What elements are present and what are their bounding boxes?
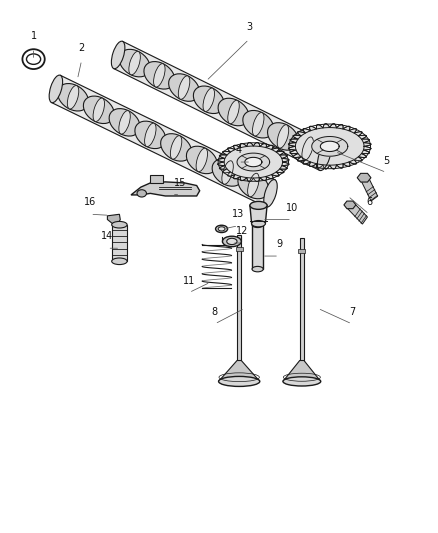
Text: 5: 5 — [383, 156, 389, 166]
Text: 2: 2 — [78, 43, 85, 53]
Ellipse shape — [83, 96, 114, 124]
Text: 16: 16 — [84, 197, 96, 207]
Text: 11: 11 — [183, 276, 195, 286]
Text: 6: 6 — [366, 197, 372, 207]
Polygon shape — [344, 201, 356, 208]
Ellipse shape — [145, 123, 156, 147]
Ellipse shape — [67, 85, 79, 109]
Ellipse shape — [243, 110, 274, 138]
Ellipse shape — [252, 222, 263, 228]
Polygon shape — [245, 157, 262, 167]
Text: 7: 7 — [349, 307, 355, 317]
Polygon shape — [347, 201, 367, 224]
Ellipse shape — [193, 86, 224, 114]
Ellipse shape — [112, 258, 127, 264]
Polygon shape — [250, 205, 267, 224]
Text: 4: 4 — [235, 145, 241, 155]
Polygon shape — [107, 214, 120, 225]
Ellipse shape — [109, 109, 140, 136]
Ellipse shape — [318, 143, 331, 171]
Polygon shape — [283, 360, 321, 382]
Ellipse shape — [283, 377, 321, 386]
Ellipse shape — [228, 100, 239, 124]
Ellipse shape — [144, 62, 175, 89]
Text: 13: 13 — [232, 209, 244, 219]
Text: 1: 1 — [31, 31, 37, 42]
Polygon shape — [357, 173, 371, 182]
Ellipse shape — [264, 180, 277, 207]
Text: 15: 15 — [174, 177, 187, 188]
Ellipse shape — [170, 136, 182, 159]
Ellipse shape — [247, 173, 259, 197]
Ellipse shape — [250, 201, 267, 209]
Polygon shape — [218, 142, 289, 182]
Polygon shape — [113, 42, 328, 171]
Ellipse shape — [119, 50, 150, 77]
Polygon shape — [150, 175, 163, 183]
Polygon shape — [224, 146, 283, 178]
Ellipse shape — [222, 161, 233, 184]
Ellipse shape — [154, 63, 165, 87]
Ellipse shape — [178, 76, 190, 99]
Ellipse shape — [302, 137, 314, 160]
Text: 10: 10 — [286, 203, 298, 213]
Ellipse shape — [112, 221, 127, 228]
Text: 8: 8 — [212, 307, 218, 317]
Ellipse shape — [292, 135, 323, 163]
Ellipse shape — [223, 236, 241, 247]
Ellipse shape — [268, 123, 298, 150]
Ellipse shape — [252, 112, 264, 136]
Polygon shape — [237, 153, 270, 171]
Ellipse shape — [129, 51, 140, 75]
Ellipse shape — [161, 134, 191, 161]
Polygon shape — [51, 75, 275, 207]
Text: 12: 12 — [237, 226, 249, 236]
Text: 9: 9 — [276, 239, 282, 249]
Polygon shape — [219, 360, 260, 382]
Polygon shape — [320, 141, 339, 151]
Ellipse shape — [252, 266, 263, 272]
Polygon shape — [300, 238, 304, 360]
Polygon shape — [237, 235, 241, 360]
Ellipse shape — [212, 159, 243, 186]
Polygon shape — [236, 247, 243, 251]
Ellipse shape — [227, 238, 237, 245]
Polygon shape — [252, 225, 263, 269]
Polygon shape — [131, 182, 200, 196]
Ellipse shape — [119, 111, 130, 134]
Polygon shape — [112, 225, 127, 261]
Ellipse shape — [137, 190, 146, 197]
Ellipse shape — [93, 98, 105, 122]
Ellipse shape — [277, 125, 289, 148]
Text: 3: 3 — [246, 22, 252, 33]
Ellipse shape — [196, 148, 208, 172]
Ellipse shape — [187, 146, 217, 174]
Ellipse shape — [135, 121, 166, 149]
Polygon shape — [295, 127, 364, 165]
Ellipse shape — [215, 225, 228, 232]
Text: 14: 14 — [101, 231, 113, 241]
Ellipse shape — [58, 84, 88, 111]
Ellipse shape — [49, 75, 63, 103]
Ellipse shape — [219, 376, 260, 386]
Polygon shape — [288, 124, 371, 169]
Ellipse shape — [218, 98, 249, 126]
Ellipse shape — [238, 171, 269, 199]
Polygon shape — [312, 136, 348, 156]
Ellipse shape — [251, 221, 265, 227]
Ellipse shape — [203, 88, 215, 111]
Ellipse shape — [218, 227, 225, 231]
Ellipse shape — [169, 74, 199, 101]
Ellipse shape — [111, 41, 125, 69]
Polygon shape — [361, 175, 378, 201]
Polygon shape — [298, 249, 305, 254]
